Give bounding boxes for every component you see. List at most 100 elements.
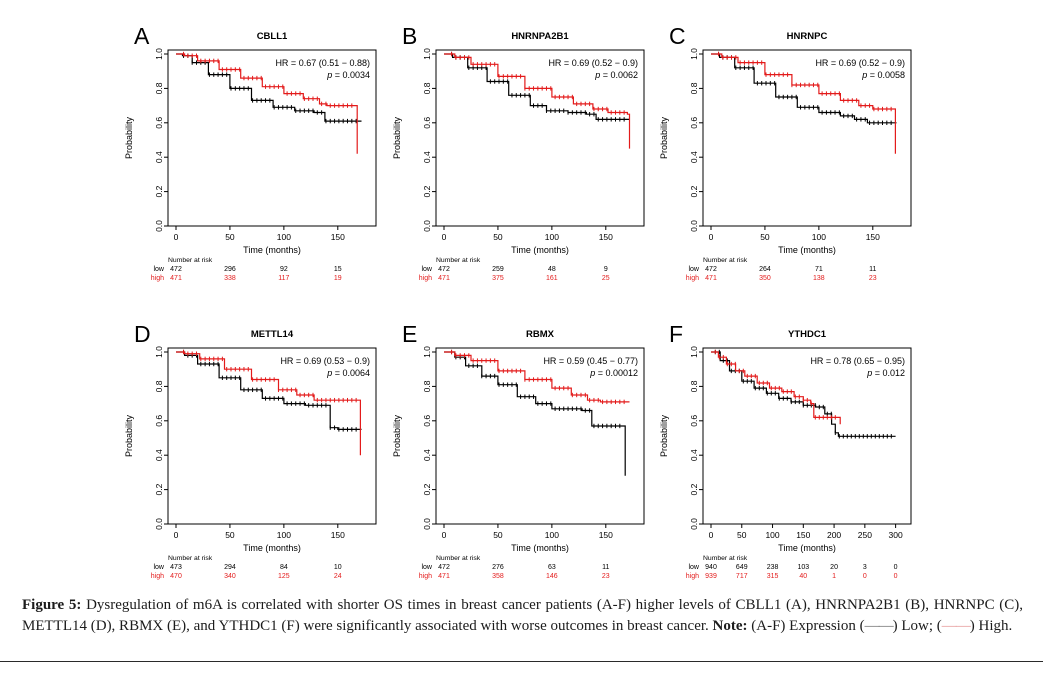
series-low-line xyxy=(444,53,630,120)
svg-text:50: 50 xyxy=(225,232,235,242)
caption-text-expression: (A-F) Expression ( xyxy=(747,617,865,634)
svg-text:C: C xyxy=(669,23,686,49)
svg-text:117: 117 xyxy=(278,275,289,282)
svg-text:high: high xyxy=(419,573,432,580)
svg-text:0.4: 0.4 xyxy=(154,151,164,163)
km-panel-d: D METTL14 0.0 0.2 0.4 0.6 0.8 1.0 0 50 100 150 Time … xyxy=(118,306,388,598)
km-chart-b: B HNRNPA2B1 0.0 0.2 0.4 0.6 0.8 1.0 0 50 100 150 Tim… xyxy=(392,23,645,282)
svg-text:HR = 0.78 (0.65 − 0.95): HR = 0.78 (0.65 − 0.95) xyxy=(810,356,905,366)
svg-text:161: 161 xyxy=(546,275,558,282)
svg-text:high: high xyxy=(151,275,164,282)
svg-text:0.2: 0.2 xyxy=(689,483,699,495)
svg-text:Number at risk: Number at risk xyxy=(703,555,748,562)
km-panel-c: C HNRNPC 0.0 0.2 0.4 0.6 0.8 1.0 0 50 100 150 Time (… xyxy=(653,8,923,300)
svg-text:0.0: 0.0 xyxy=(422,220,432,232)
svg-text:940: 940 xyxy=(705,564,717,571)
svg-text:100: 100 xyxy=(277,530,291,540)
svg-text:472: 472 xyxy=(438,266,450,273)
svg-text:0.0: 0.0 xyxy=(689,220,699,232)
km-chart-a: A CBLL1 0.0 0.2 0.4 0.6 0.8 1.0 0 50 100 150 Time (m… xyxy=(124,23,377,282)
svg-text:0.8: 0.8 xyxy=(422,380,432,392)
svg-text:50: 50 xyxy=(225,530,235,540)
svg-text:19: 19 xyxy=(334,275,342,282)
svg-text:20: 20 xyxy=(830,564,838,571)
svg-text:125: 125 xyxy=(278,573,290,580)
svg-text:HR = 0.69 (0.52 − 0.9): HR = 0.69 (0.52 − 0.9) xyxy=(548,58,638,68)
svg-text:low: low xyxy=(421,564,432,571)
svg-text:103: 103 xyxy=(797,564,809,571)
svg-text:471: 471 xyxy=(705,275,717,282)
svg-text:0.8: 0.8 xyxy=(154,82,164,94)
svg-text:p = 0.0058: p = 0.0058 xyxy=(861,70,905,80)
svg-text:717: 717 xyxy=(736,573,748,580)
svg-text:HNRNPA2B1: HNRNPA2B1 xyxy=(511,31,569,42)
svg-text:0.8: 0.8 xyxy=(689,380,699,392)
svg-text:low: low xyxy=(421,266,432,273)
km-chart-d: D METTL14 0.0 0.2 0.4 0.6 0.8 1.0 0 50 100 150 Time … xyxy=(124,321,377,580)
km-chart-e: E RBMX 0.0 0.2 0.4 0.6 0.8 1.0 0 50 100 150 Time (mo… xyxy=(392,321,645,580)
svg-text:HR = 0.69 (0.52 − 0.9): HR = 0.69 (0.52 − 0.9) xyxy=(815,58,905,68)
svg-text:p = 0.0034: p = 0.0034 xyxy=(326,70,370,80)
low-legend-dash: —— xyxy=(864,617,894,634)
km-panel-b: B HNRNPA2B1 0.0 0.2 0.4 0.6 0.8 1.0 0 50 100 150 Tim… xyxy=(386,8,656,300)
svg-text:Probability: Probability xyxy=(124,414,134,457)
svg-text:0: 0 xyxy=(174,232,179,242)
svg-text:Number at risk: Number at risk xyxy=(168,555,213,562)
svg-text:50: 50 xyxy=(737,530,747,540)
svg-text:0: 0 xyxy=(709,232,714,242)
svg-text:0: 0 xyxy=(174,530,179,540)
svg-text:472: 472 xyxy=(438,564,450,571)
svg-text:high: high xyxy=(686,275,699,282)
svg-text:HR = 0.59 (0.45 − 0.77): HR = 0.59 (0.45 − 0.77) xyxy=(543,356,638,366)
svg-text:146: 146 xyxy=(546,573,558,580)
svg-text:150: 150 xyxy=(796,530,810,540)
svg-text:50: 50 xyxy=(493,232,503,242)
svg-text:1.0: 1.0 xyxy=(689,48,699,60)
svg-text:50: 50 xyxy=(760,232,770,242)
svg-text:YTHDC1: YTHDC1 xyxy=(788,329,827,340)
svg-text:low: low xyxy=(153,266,164,273)
svg-text:0.6: 0.6 xyxy=(689,415,699,427)
svg-text:471: 471 xyxy=(438,573,450,580)
svg-text:Number at risk: Number at risk xyxy=(436,257,481,264)
svg-text:649: 649 xyxy=(736,564,748,571)
svg-text:Time (months): Time (months) xyxy=(243,543,301,553)
caption-text-main: Dysregulation of m6A is correlated with … xyxy=(22,597,1023,634)
svg-text:0: 0 xyxy=(442,232,447,242)
svg-text:Probability: Probability xyxy=(659,414,669,457)
caption-text-low: ) Low; ( xyxy=(892,617,942,634)
svg-text:HR = 0.69 (0.53 − 0.9): HR = 0.69 (0.53 − 0.9) xyxy=(280,356,370,366)
svg-text:276: 276 xyxy=(492,564,504,571)
svg-text:0.2: 0.2 xyxy=(422,483,432,495)
svg-text:Probability: Probability xyxy=(659,116,669,159)
svg-text:Number at risk: Number at risk xyxy=(436,555,481,562)
svg-text:p = 0.0062: p = 0.0062 xyxy=(594,70,638,80)
svg-text:0.6: 0.6 xyxy=(422,117,432,129)
svg-text:0.6: 0.6 xyxy=(154,117,164,129)
svg-text:Time (months): Time (months) xyxy=(778,543,836,553)
svg-text:p = 0.012: p = 0.012 xyxy=(866,368,905,378)
svg-text:Time (months): Time (months) xyxy=(243,245,301,255)
km-panel-a: A CBLL1 0.0 0.2 0.4 0.6 0.8 1.0 0 50 100 150 Time (m… xyxy=(118,8,388,300)
svg-text:0: 0 xyxy=(442,530,447,540)
svg-text:0.8: 0.8 xyxy=(154,380,164,392)
svg-text:0: 0 xyxy=(894,573,898,580)
series-high-line xyxy=(444,53,631,149)
svg-text:high: high xyxy=(151,573,164,580)
svg-text:0.8: 0.8 xyxy=(689,82,699,94)
svg-text:100: 100 xyxy=(812,232,826,242)
svg-text:150: 150 xyxy=(331,530,345,540)
svg-text:48: 48 xyxy=(548,266,556,273)
high-legend-dash: —— xyxy=(941,617,971,634)
svg-text:p = 0.00012: p = 0.00012 xyxy=(589,368,638,378)
svg-text:0.6: 0.6 xyxy=(422,415,432,427)
km-panel-e: E RBMX 0.0 0.2 0.4 0.6 0.8 1.0 0 50 100 150 Time (mo… xyxy=(386,306,656,598)
svg-text:50: 50 xyxy=(493,530,503,540)
svg-text:D: D xyxy=(134,321,151,347)
svg-text:CBLL1: CBLL1 xyxy=(257,31,288,42)
svg-text:Time (months): Time (months) xyxy=(511,543,569,553)
svg-text:25: 25 xyxy=(602,275,610,282)
svg-text:92: 92 xyxy=(280,266,288,273)
svg-text:238: 238 xyxy=(767,564,779,571)
